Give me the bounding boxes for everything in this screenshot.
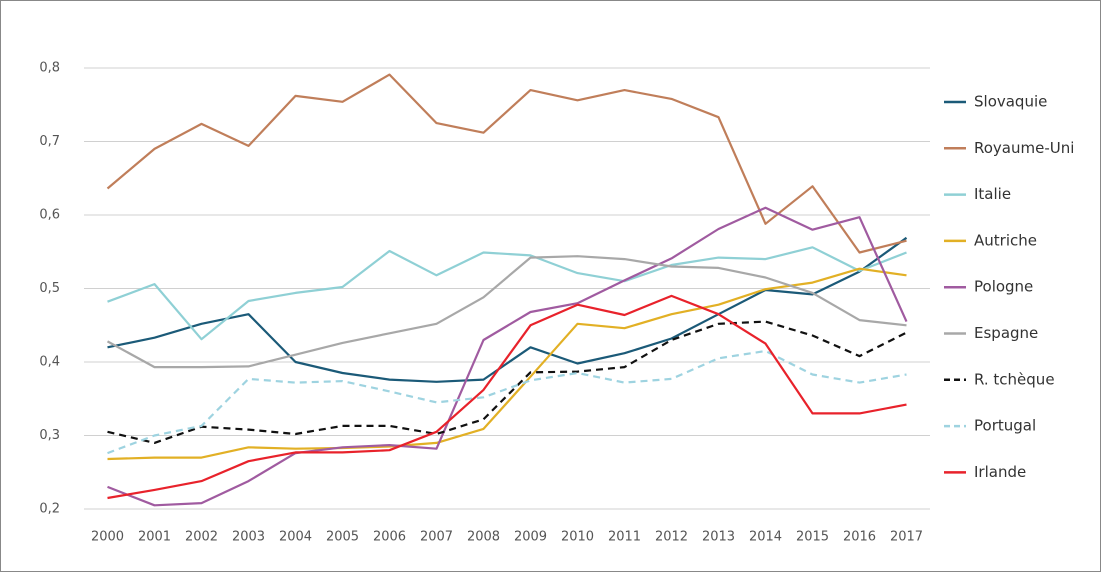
legend-label: Royaume-Uni xyxy=(974,139,1074,157)
x-tick-label: 2016 xyxy=(843,530,876,545)
legend-label: Portugal xyxy=(974,417,1036,435)
x-tick-label: 2014 xyxy=(749,530,782,545)
y-tick-label: 0,3 xyxy=(39,428,60,443)
x-tick-label: 2001 xyxy=(138,530,171,545)
series-line xyxy=(107,267,907,461)
x-tick-label: 2015 xyxy=(796,530,829,545)
y-tick-label: 0,6 xyxy=(39,208,60,223)
series-line xyxy=(106,73,907,254)
x-tick-label: 2013 xyxy=(702,530,735,545)
series-line xyxy=(107,206,908,507)
legend-label: Espagne xyxy=(974,324,1038,342)
y-tick-label: 0,8 xyxy=(39,61,60,76)
x-tick-label: 2002 xyxy=(185,530,218,545)
legend-label: R. tchèque xyxy=(974,370,1055,388)
legend-label: Slovaquie xyxy=(974,93,1047,111)
x-tick-label: 2008 xyxy=(467,530,500,545)
x-tick-label: 2000 xyxy=(91,530,124,545)
legend-label: Pologne xyxy=(974,278,1033,296)
series-line xyxy=(107,246,907,341)
legend-label: Autriche xyxy=(974,231,1037,249)
y-tick-label: 0,7 xyxy=(39,134,60,149)
series-line xyxy=(107,294,907,500)
x-tick-label: 2009 xyxy=(514,530,547,545)
y-tick-label: 0,4 xyxy=(39,355,60,370)
x-tick-label: 2003 xyxy=(232,530,265,545)
x-tick-label: 2012 xyxy=(655,530,688,545)
series-line xyxy=(107,236,908,383)
legend-label: Irlande xyxy=(974,463,1026,481)
x-tick-label: 2004 xyxy=(279,530,312,545)
x-tick-label: 2005 xyxy=(326,530,359,545)
x-tick-label: 2006 xyxy=(373,530,406,545)
x-tick-label: 2007 xyxy=(420,530,453,545)
x-tick-label: 2010 xyxy=(561,530,594,545)
x-tick-label: 2017 xyxy=(890,530,923,545)
x-tick-label: 2011 xyxy=(608,530,641,545)
series-line xyxy=(106,255,907,369)
y-tick-label: 0,2 xyxy=(39,502,60,517)
legend-label: Italie xyxy=(974,185,1011,203)
series-line xyxy=(107,320,907,444)
y-tick-label: 0,5 xyxy=(39,281,60,296)
